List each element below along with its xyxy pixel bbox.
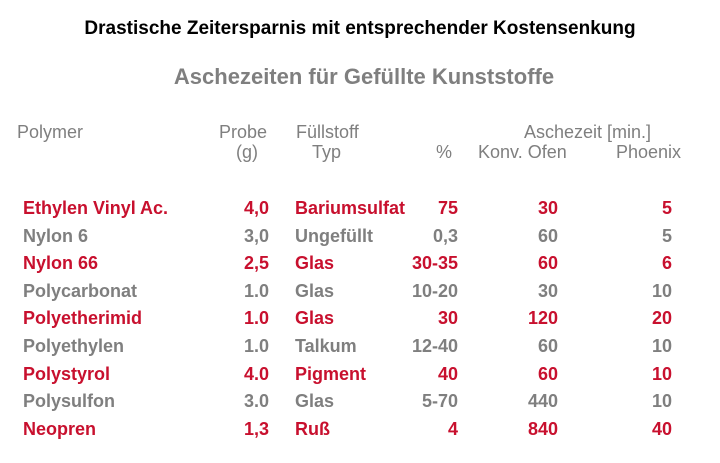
cell-phoenix: 10 (651, 364, 672, 384)
cell-konv-ofen: 840 (527, 419, 558, 439)
cell-polymer: Neopren (23, 419, 97, 439)
cell-fuellstoff: Glas (295, 253, 335, 273)
cell-percent: 30-35 (411, 253, 458, 273)
cell-phoenix: 20 (651, 308, 672, 328)
cell-polymer: Polyetherimid (23, 308, 143, 328)
header-fuellstoff: Füllstoff (296, 122, 359, 142)
header-typ: Typ (312, 142, 342, 162)
cell-konv-ofen: 60 (537, 253, 558, 273)
cell-percent: 10-20 (411, 281, 458, 301)
cell-fuellstoff: Bariumsulfat (295, 198, 406, 218)
header-percent: % (436, 142, 453, 162)
cell-percent: 5-70 (421, 391, 458, 411)
cell-probe: 3,0 (243, 226, 269, 246)
cell-probe: 4,0 (243, 198, 269, 218)
cell-percent: 75 (437, 198, 458, 218)
cell-percent: 0,3 (432, 226, 458, 246)
cell-konv-ofen: 30 (537, 198, 558, 218)
header-probe: Probe (219, 122, 268, 142)
cell-percent: 30 (437, 308, 458, 328)
cell-probe: 4.0 (243, 364, 269, 384)
cell-fuellstoff: Glas (295, 391, 335, 411)
cell-fuellstoff: Ungefüllt (295, 226, 373, 246)
cell-konv-ofen: 120 (527, 308, 558, 328)
cell-phoenix: 40 (651, 419, 672, 439)
header-phoenix: Phoenix (616, 142, 682, 162)
cell-probe: 3.0 (243, 391, 269, 411)
cell-probe: 1,3 (243, 419, 269, 439)
cell-polymer: Nylon 66 (23, 253, 99, 273)
cell-konv-ofen: 60 (537, 364, 558, 384)
cell-probe: 1.0 (243, 281, 269, 301)
cell-phoenix: 10 (651, 391, 672, 411)
cell-konv-ofen: 30 (537, 281, 558, 301)
cell-fuellstoff: Talkum (295, 336, 357, 356)
cell-percent: 4 (447, 419, 458, 439)
cell-phoenix: 5 (661, 226, 672, 246)
cell-fuellstoff: Pigment (295, 364, 367, 384)
cell-fuellstoff: Glas (295, 308, 335, 328)
header-aschezeit: Aschezeit [min.] (524, 122, 652, 142)
header-probe-unit: (g) (236, 142, 258, 162)
headline: Drastische Zeitersparnis mit entsprechen… (84, 18, 636, 39)
cell-konv-ofen: 60 (537, 336, 558, 356)
cell-polymer: Polyethylen (23, 336, 125, 356)
cell-percent: 40 (437, 364, 458, 384)
cell-fuellstoff: Ruß (295, 419, 330, 439)
header-polymer: Polymer (17, 122, 84, 142)
cell-phoenix: 10 (651, 336, 672, 356)
cell-polymer: Ethylen Vinyl Ac. (23, 198, 169, 218)
header-konv-ofen: Konv. Ofen (478, 142, 567, 162)
cell-probe: 2,5 (243, 253, 269, 273)
cell-phoenix: 10 (651, 281, 672, 301)
cell-phoenix: 5 (661, 198, 672, 218)
cell-probe: 1.0 (243, 308, 269, 328)
cell-polymer: Nylon 6 (23, 226, 89, 246)
table-title: Aschezeiten für Gefüllte Kunststoffe (173, 64, 555, 89)
cell-phoenix: 6 (661, 253, 672, 273)
cell-konv-ofen: 60 (537, 226, 558, 246)
cell-konv-ofen: 440 (527, 391, 558, 411)
cell-polymer: Polycarbonat (23, 281, 138, 301)
cell-polymer: Polysulfon (23, 391, 116, 411)
cell-probe: 1.0 (243, 336, 269, 356)
cell-percent: 12-40 (411, 336, 458, 356)
cell-fuellstoff: Glas (295, 281, 335, 301)
cell-polymer: Polystyrol (23, 364, 111, 384)
